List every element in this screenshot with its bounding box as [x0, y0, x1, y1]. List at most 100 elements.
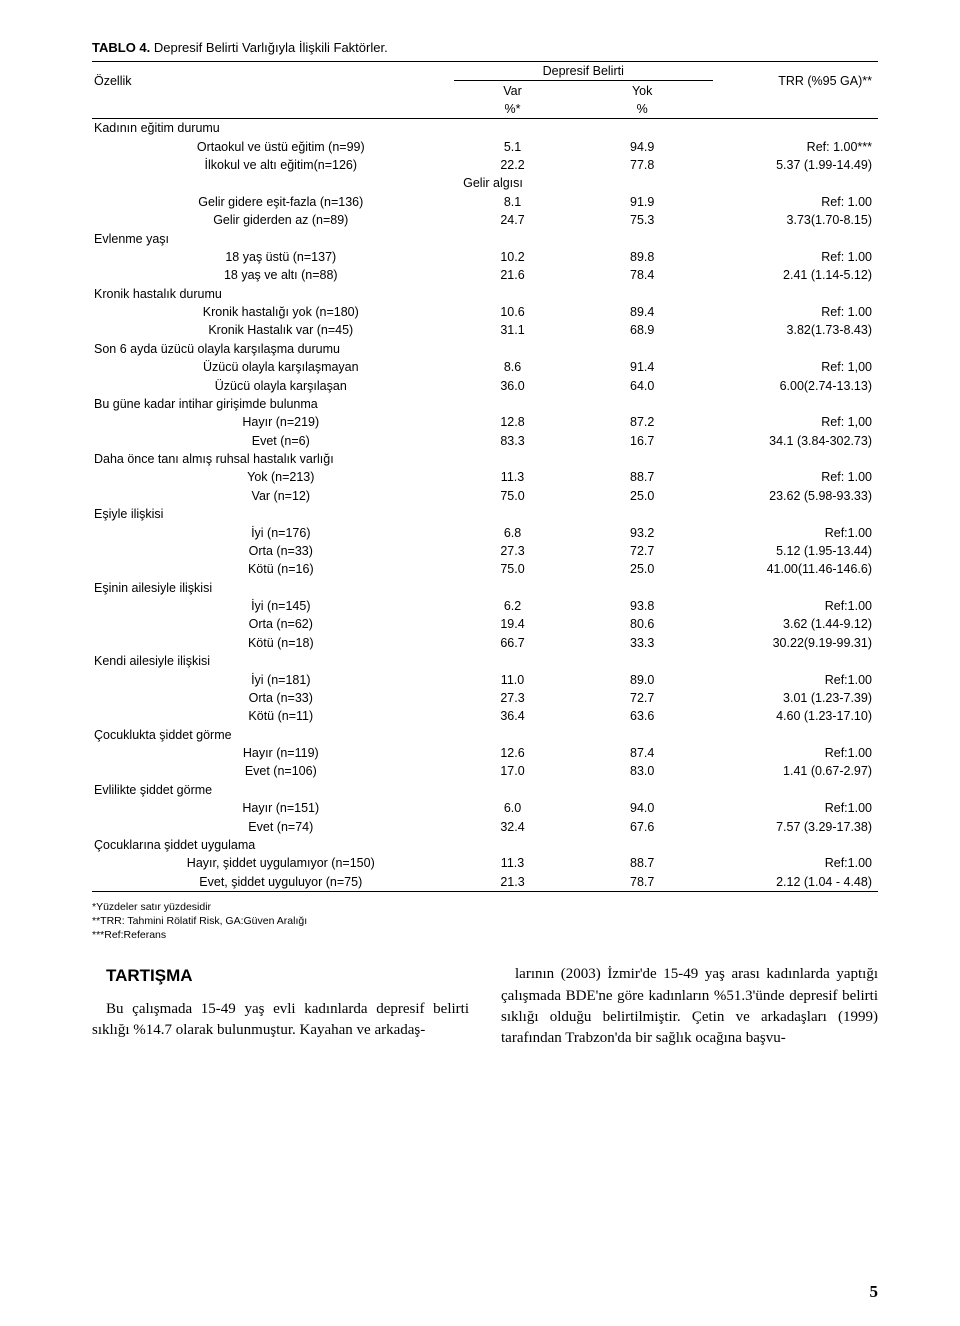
discussion-p2: larının (2003) İzmir'de 15-49 yaş arası …: [501, 964, 878, 1049]
row-label: Evet, şiddet uyguluyor (n=75): [92, 873, 454, 892]
th-trr: TRR (%95 GA)**: [713, 62, 878, 100]
cell-trr: 5.12 (1.95-13.44): [713, 542, 878, 560]
cell-yok: 25.0: [571, 560, 712, 578]
cell-yok: 77.8: [571, 156, 712, 174]
cell-var: 10.2: [454, 248, 572, 266]
row-label: Var (n=12): [92, 487, 454, 505]
cell-var: 32.4: [454, 817, 572, 835]
table-title-bold: TABLO 4.: [92, 40, 150, 55]
row-label: Orta (n=62): [92, 615, 454, 633]
cell-var: 6.0: [454, 799, 572, 817]
table: Özellik Depresif Belirti TRR (%95 GA)** …: [92, 61, 878, 892]
discussion-section: TARTIŞMA Bu çalışmada 15-49 yaş evli kad…: [92, 964, 878, 1049]
cell-trr: Ref:1.00: [713, 597, 878, 615]
cell-trr: Ref:1.00: [713, 799, 878, 817]
cell-yok: 78.7: [571, 873, 712, 892]
cell-yok: 89.0: [571, 670, 712, 688]
row-label: İlkokul ve altı eğitim(n=126): [92, 156, 454, 174]
cell-yok: 33.3: [571, 634, 712, 652]
cell-yok: 16.7: [571, 432, 712, 450]
cell-trr: Ref:1.00: [713, 854, 878, 872]
table-row: Hayır (n=119)12.687.4Ref:1.00: [92, 744, 878, 762]
th-var: Var: [454, 81, 572, 100]
cell-trr: Ref: 1.00: [713, 468, 878, 486]
group-label: Eşiyle ilişkisi: [92, 505, 878, 523]
th-yok: Yok: [571, 81, 712, 100]
table-row: Hayır, şiddet uygulamıyor (n=150)11.388.…: [92, 854, 878, 872]
cell-var: 36.0: [454, 376, 572, 394]
cell-var: 22.2: [454, 156, 572, 174]
cell-trr: 2.12 (1.04 - 4.48): [713, 873, 878, 892]
table-row: Gelir algısı: [92, 174, 878, 192]
cell-trr: 6.00(2.74-13.13): [713, 376, 878, 394]
row-label: Üzücü olayla karşılaşan: [92, 376, 454, 394]
cell-yok: 72.7: [571, 542, 712, 560]
cell-yok: 88.7: [571, 468, 712, 486]
footnote-1: *Yüzdeler satır yüzdesidir: [92, 900, 878, 914]
cell-yok: 72.7: [571, 689, 712, 707]
table-row: Evlenme yaşı: [92, 229, 878, 247]
row-label: Orta (n=33): [92, 689, 454, 707]
row-label: İyi (n=181): [92, 670, 454, 688]
cell-var: 66.7: [454, 634, 572, 652]
table-row: Gelir giderden az (n=89)24.775.33.73(1.7…: [92, 211, 878, 229]
row-label: Kronik Hastalık var (n=45): [92, 321, 454, 339]
row-label: Kötü (n=16): [92, 560, 454, 578]
th-unit-yok: %: [571, 100, 712, 119]
cell-var: 27.3: [454, 542, 572, 560]
table-row: Hayır (n=219)12.887.2Ref: 1,00: [92, 413, 878, 431]
cell-trr: 30.22(9.19-99.31): [713, 634, 878, 652]
table-row: Bu güne kadar intihar girişimde bulunma: [92, 395, 878, 413]
table-row: Orta (n=33)27.372.75.12 (1.95-13.44): [92, 542, 878, 560]
cell-var: 8.1: [454, 193, 572, 211]
cell-trr: 1.41 (0.67-2.97): [713, 762, 878, 780]
table-title: TABLO 4. Depresif Belirti Varlığıyla İli…: [92, 40, 878, 55]
table-row: Kronik hastalığı yok (n=180)10.689.4Ref:…: [92, 303, 878, 321]
group-label: Gelir algısı: [92, 174, 878, 192]
cell-yok: 94.9: [571, 138, 712, 156]
th-depresif-belirti: Depresif Belirti: [454, 62, 713, 81]
footnote-2: **TRR: Tahmini Rölatif Risk, GA:Güven Ar…: [92, 914, 878, 928]
cell-trr: Ref: 1.00: [713, 248, 878, 266]
cell-trr: Ref: 1,00: [713, 358, 878, 376]
th-ozellik: Özellik: [92, 62, 454, 100]
cell-yok: 89.4: [571, 303, 712, 321]
cell-yok: 94.0: [571, 799, 712, 817]
group-label: Eşinin ailesiyle ilişkisi: [92, 579, 878, 597]
footnotes: *Yüzdeler satır yüzdesidir **TRR: Tahmin…: [92, 900, 878, 943]
cell-yok: 63.6: [571, 707, 712, 725]
page: TABLO 4. Depresif Belirti Varlığıyla İli…: [0, 0, 960, 1326]
cell-yok: 25.0: [571, 487, 712, 505]
cell-var: 12.6: [454, 744, 572, 762]
table-row: 18 yaş ve altı (n=88)21.678.42.41 (1.14-…: [92, 266, 878, 284]
cell-trr: 3.01 (1.23-7.39): [713, 689, 878, 707]
table-row: Çocuklukta şiddet görme: [92, 726, 878, 744]
table-row: Kadının eğitim durumu: [92, 119, 878, 138]
table-row: Eşinin ailesiyle ilişkisi: [92, 579, 878, 597]
cell-var: 6.2: [454, 597, 572, 615]
page-number: 5: [870, 1282, 879, 1302]
cell-trr: 3.73(1.70-8.15): [713, 211, 878, 229]
cell-trr: 3.82(1.73-8.43): [713, 321, 878, 339]
cell-var: 11.3: [454, 854, 572, 872]
cell-var: 75.0: [454, 487, 572, 505]
table-row: Kendi ailesiyle ilişkisi: [92, 652, 878, 670]
group-label: Bu güne kadar intihar girişimde bulunma: [92, 395, 878, 413]
table-row: Evet (n=106)17.083.01.41 (0.67-2.97): [92, 762, 878, 780]
cell-yok: 91.9: [571, 193, 712, 211]
table-row: Hayır (n=151)6.094.0Ref:1.00: [92, 799, 878, 817]
cell-var: 19.4: [454, 615, 572, 633]
table-row: Kronik Hastalık var (n=45)31.168.93.82(1…: [92, 321, 878, 339]
cell-var: 21.6: [454, 266, 572, 284]
cell-trr: Ref: 1.00***: [713, 138, 878, 156]
cell-yok: 68.9: [571, 321, 712, 339]
table-row: Evet, şiddet uyguluyor (n=75)21.378.72.1…: [92, 873, 878, 892]
cell-trr: 7.57 (3.29-17.38): [713, 817, 878, 835]
group-label: Son 6 ayda üzücü olayla karşılaşma durum…: [92, 340, 878, 358]
table-row: Gelir gidere eşit-fazla (n=136)8.191.9Re…: [92, 193, 878, 211]
group-label: Kendi ailesiyle ilişkisi: [92, 652, 878, 670]
table-row: Orta (n=33)27.372.73.01 (1.23-7.39): [92, 689, 878, 707]
table-row: Evet (n=6)83.316.734.1 (3.84-302.73): [92, 432, 878, 450]
cell-var: 83.3: [454, 432, 572, 450]
cell-yok: 67.6: [571, 817, 712, 835]
